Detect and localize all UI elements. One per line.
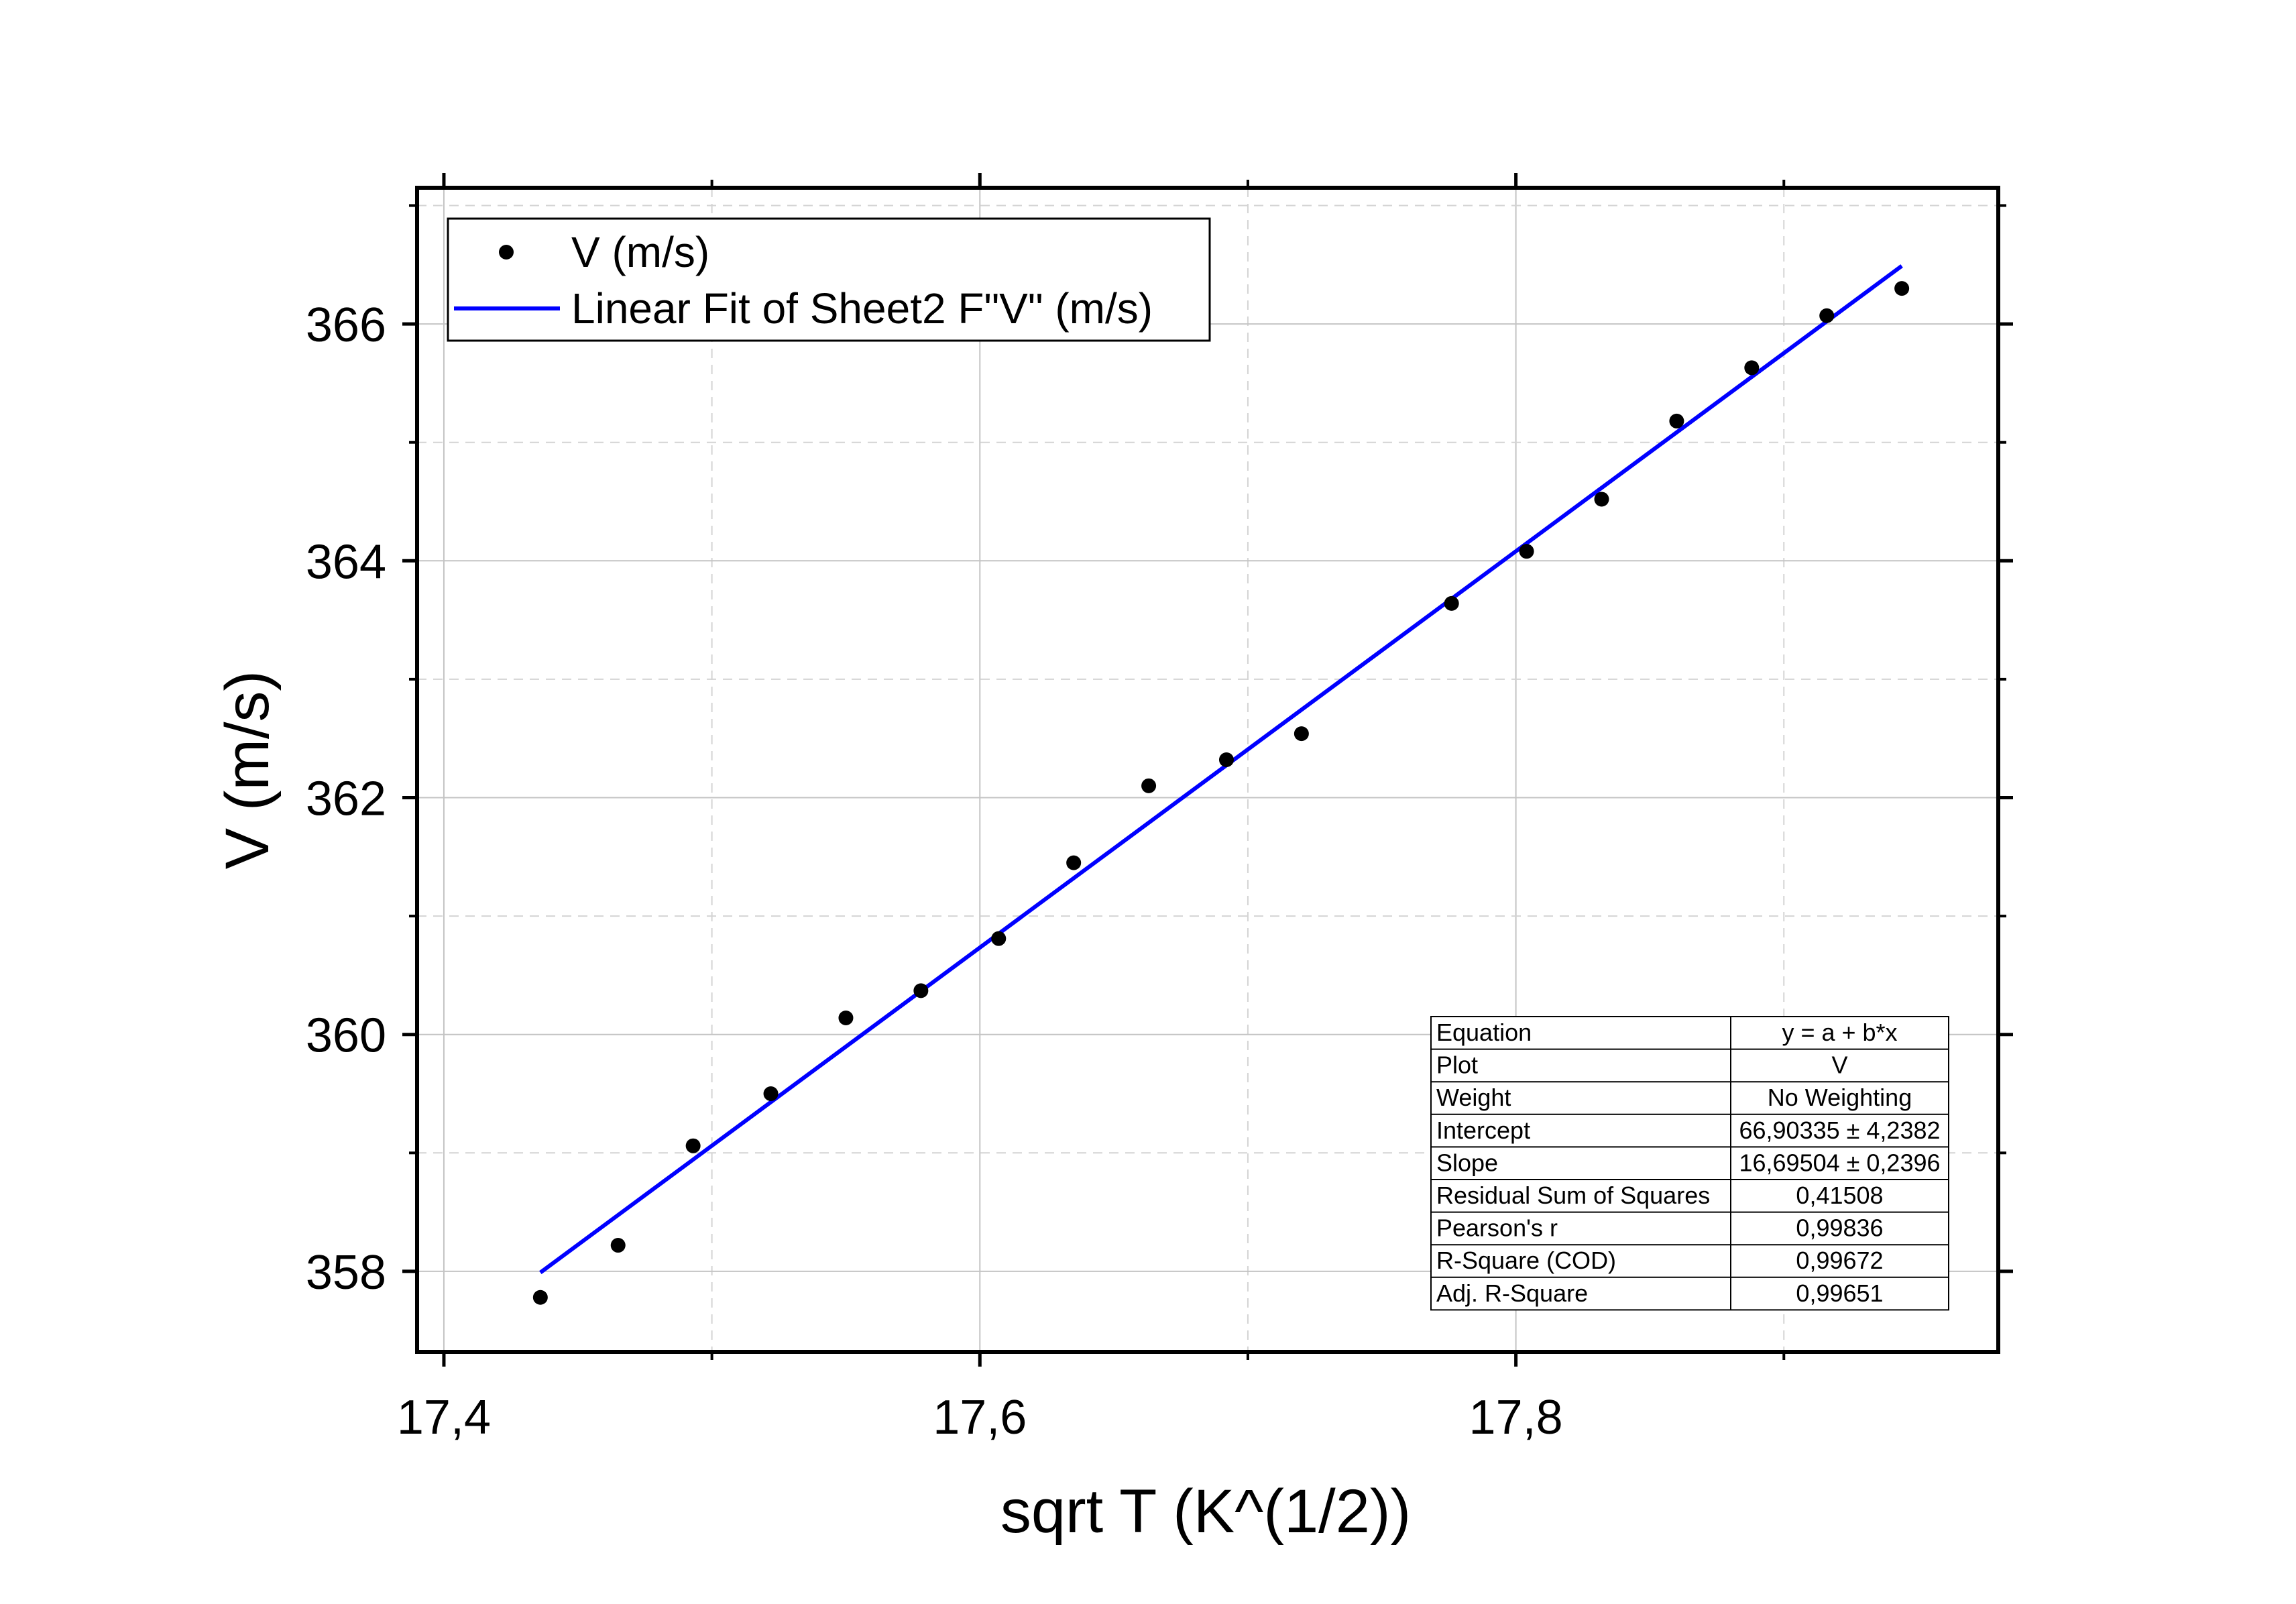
- x-tick-label: 17,6: [933, 1391, 1027, 1444]
- stats-table-key: Residual Sum of Squares: [1436, 1182, 1710, 1209]
- data-point: [532, 1290, 548, 1305]
- legend-marker-v: [499, 245, 514, 260]
- legend-box: [447, 217, 1211, 342]
- stats-table-value: 0,41508: [1796, 1182, 1883, 1209]
- axes: 17,4 17,6 17,8 358 360 362 364 366: [306, 173, 2013, 1444]
- plot-series: [532, 264, 1910, 1305]
- y-tick-label: 366: [306, 298, 386, 352]
- stats-table-key: R-Square (COD): [1436, 1247, 1616, 1274]
- stats-table-value: V: [1831, 1051, 1847, 1079]
- y-axis-title: V (m/s): [213, 671, 282, 869]
- stats-table-key: Plot: [1436, 1051, 1478, 1079]
- stats-table-key: Weight: [1436, 1084, 1511, 1111]
- data-point: [1141, 778, 1157, 793]
- x-tick-label: 17,8: [1469, 1391, 1563, 1444]
- data-point: [1819, 308, 1835, 323]
- stats-table-value: y = a + b*x: [1782, 1019, 1897, 1046]
- data-point: [1294, 726, 1309, 742]
- data-point: [1669, 413, 1684, 428]
- legend: V (m/s) Linear Fit of Sheet2 F"V" (m/s): [447, 217, 1211, 342]
- data-point: [838, 1010, 854, 1025]
- stats-table-value: No Weighting: [1768, 1084, 1912, 1111]
- x-tick-label: 17,4: [397, 1391, 491, 1444]
- data-point: [991, 931, 1007, 946]
- stats-table-key: Slope: [1436, 1149, 1498, 1176]
- legend-label-fit: Linear Fit of Sheet2 F"V" (m/s): [571, 284, 1153, 333]
- data-point: [1594, 492, 1609, 507]
- data-point: [610, 1238, 626, 1253]
- fit-statistics-table: Equation y = a + b*x Plot V Weight No Weighti…: [1430, 1016, 1949, 1311]
- data-point: [1444, 595, 1459, 611]
- data-point: [1519, 544, 1534, 559]
- data-point: [763, 1086, 779, 1102]
- stats-table-value: 66,90335 ± 4,2382: [1739, 1116, 1940, 1144]
- data-point: [913, 983, 929, 998]
- stats-table-key: Adj. R-Square: [1436, 1279, 1588, 1307]
- data-point: [1066, 855, 1082, 870]
- data-point: [685, 1138, 701, 1153]
- plot-frame: [415, 186, 2000, 1354]
- y-tick-label: 360: [306, 1009, 386, 1063]
- stats-table-key: Equation: [1436, 1019, 1532, 1046]
- fit-line: [539, 264, 1903, 1275]
- stats-table-key: Pearson's r: [1436, 1214, 1558, 1242]
- stats-table-key: Intercept: [1436, 1116, 1530, 1144]
- data-point: [1744, 360, 1760, 376]
- data-point: [1894, 281, 1910, 296]
- x-axis-title: sqrt T (K^(1/2)): [1000, 1477, 1411, 1546]
- legend-label-v: V (m/s): [571, 228, 709, 276]
- stats-table-value: 0,99836: [1796, 1214, 1883, 1242]
- y-tick-label: 362: [306, 772, 386, 826]
- y-tick-label: 358: [306, 1246, 386, 1300]
- y-tick-label: 364: [306, 535, 386, 589]
- stats-table-value: 0,99672: [1796, 1247, 1883, 1274]
- data-point: [1218, 752, 1234, 767]
- stats-table-value: 16,69504 ± 0,2396: [1739, 1149, 1940, 1176]
- stats-table-frame: [1430, 1016, 1949, 1311]
- stats-table-value: 0,99651: [1796, 1279, 1883, 1307]
